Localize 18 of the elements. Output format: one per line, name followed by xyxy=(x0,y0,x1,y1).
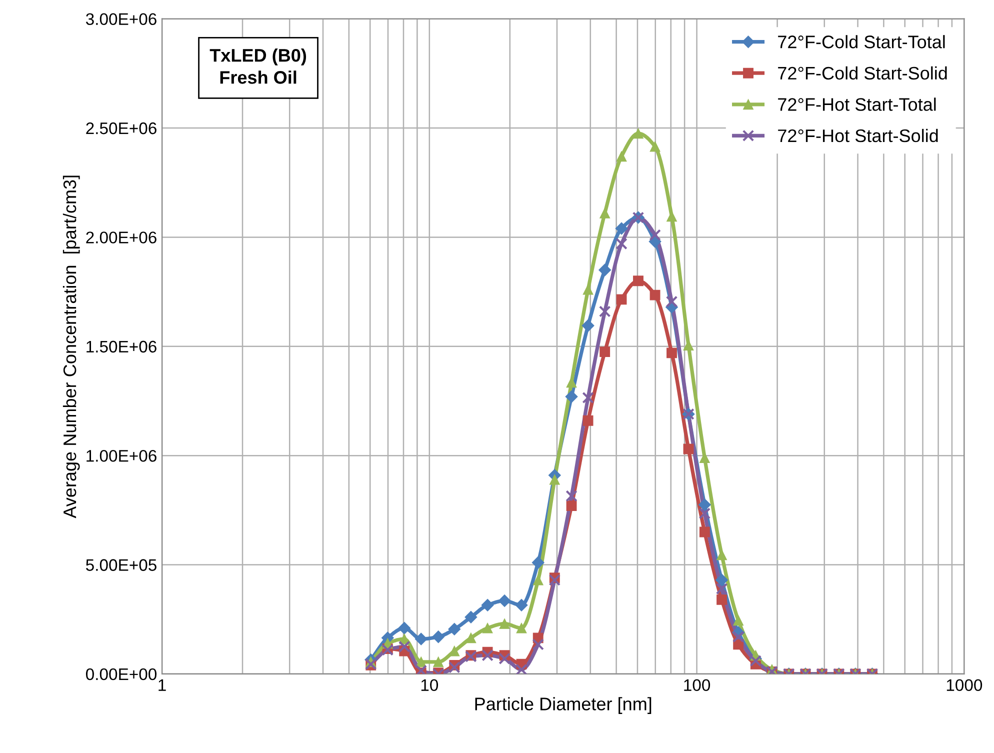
annotation: TxLED (B0) Fresh Oil xyxy=(210,48,306,84)
x-axis-title: Particle Diameter [nm] xyxy=(475,697,652,714)
legend-label: 72°F-Cold Start-Solid xyxy=(778,66,947,80)
y-tick-label: 2.50E+06 xyxy=(86,122,156,134)
y-tick-label: 3.00E+06 xyxy=(86,13,156,26)
x-tick-label: 1 xyxy=(158,679,166,691)
legend-label: 72°F-Cold Start-Total xyxy=(778,35,945,48)
y-tick-label: 2.00E+06 xyxy=(86,232,156,244)
x-tick-label: 10 xyxy=(421,679,438,692)
legend-label: 72°F-Hot Start-Solid xyxy=(778,128,938,142)
y-tick-label: 0.00E+00 xyxy=(86,668,157,680)
y-axis-title: Average Number Concentration [part/cm3] xyxy=(62,176,80,518)
y-tick-label: 1.50E+06 xyxy=(86,340,156,353)
legend-label: 72°F-Hot Start-Total xyxy=(778,98,936,111)
y-tick-label: 1.00E+06 xyxy=(86,450,156,462)
x-tick-label: 1000 xyxy=(946,679,982,692)
y-tick-label: 5.00E+05 xyxy=(86,559,156,571)
x-tick-label: 100 xyxy=(684,679,710,692)
